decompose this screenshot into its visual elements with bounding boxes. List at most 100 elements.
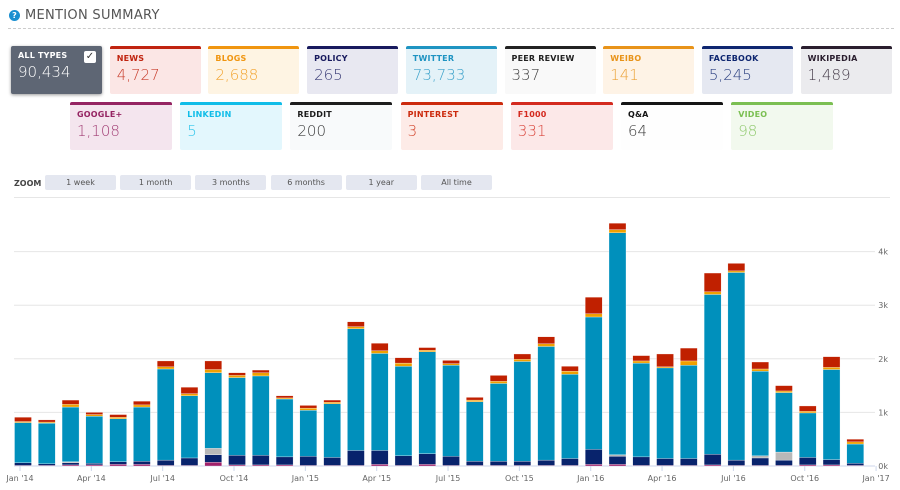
bar-segment-facebook (466, 461, 484, 466)
bar-segment-facebook (489, 461, 508, 466)
bar-segment-facebook (371, 450, 389, 465)
bar-segment-twitter (347, 328, 365, 451)
bar-segment-news (442, 360, 460, 364)
bar-segment-news (394, 357, 413, 364)
bar-segment-twitter (680, 365, 698, 459)
filter-card-wikipedia[interactable]: WIKIPEDIA 1,489 (800, 46, 892, 94)
bar-segment-blogs (180, 393, 199, 396)
card-label: WEIBO (610, 54, 642, 63)
bar-segment-googleplus (109, 464, 127, 467)
section-header: ? MENTION SUMMARY (9, 8, 160, 23)
checkbox-checked-icon[interactable]: ✓ (84, 51, 96, 63)
bar-segment-facebook (751, 457, 769, 466)
bar-segment-facebook (680, 458, 698, 466)
bar-segment-news (608, 223, 627, 230)
bar-segment-facebook (775, 459, 793, 466)
bar-segment-googleplus (371, 464, 389, 467)
y-tick-label: 0k (878, 462, 888, 471)
bar-segment-googleplus (252, 464, 270, 467)
filter-card-google-[interactable]: GOOGLE+ 1,108 (70, 102, 172, 150)
card-label: FACEBOOK (708, 54, 759, 63)
card-label: F1000 (517, 110, 547, 119)
bar-segment-news (38, 419, 56, 423)
question-circle-icon[interactable]: ? (9, 10, 20, 21)
bar-segment-blogs (537, 343, 555, 347)
bar-segment-news (513, 353, 532, 360)
bar-segment-news (109, 414, 127, 418)
bar-segment-blogs (299, 407, 318, 411)
bar-segment-news (656, 353, 674, 367)
filter-card-news[interactable]: NEWS 4,727 (109, 46, 201, 94)
card-label: REDDIT (297, 110, 332, 119)
card-count: 5,245 (708, 66, 752, 84)
bar-segment-googleplus (85, 464, 103, 467)
bar-segment-blogs (680, 360, 698, 366)
bar-segment-news (275, 395, 294, 399)
bar-segment-twitter (323, 403, 341, 458)
bar-segment-other (61, 461, 80, 463)
bar-segment-blogs (157, 366, 175, 370)
card-label: POLICY (314, 54, 348, 63)
bar-segment-facebook (180, 457, 199, 466)
filter-card-policy[interactable]: POLICY 265 (307, 46, 399, 94)
bar-segment-twitter (846, 443, 864, 464)
bar-segment-googleplus (61, 464, 80, 467)
bar-segment-news (180, 387, 199, 394)
card-count: 1,108 (77, 122, 120, 140)
bar-segment-blogs (727, 270, 746, 273)
x-tick-label: Jan '17 (861, 474, 889, 483)
y-tick-label: 3k (878, 301, 888, 310)
bar-segment-news (204, 360, 222, 370)
filter-card-twitter[interactable]: TWITTER 73,733 (405, 46, 497, 94)
filter-card-facebook[interactable]: FACEBOOK 5,245 (701, 46, 793, 94)
bar-segment-twitter (561, 374, 579, 459)
x-tick-label: Jul '15 (435, 474, 461, 483)
bar-segment-googleplus (799, 464, 817, 467)
card-label: NEWS (116, 54, 145, 63)
zoom-button-6-months[interactable]: 6 months (270, 175, 342, 190)
bar-segment-blogs (799, 411, 817, 414)
bar-segment-twitter (180, 395, 199, 459)
bar-segment-blogs (85, 414, 103, 417)
zoom-button-1-month[interactable]: 1 month (120, 175, 192, 190)
bar-segment-facebook (442, 456, 460, 466)
filter-card-blogs[interactable]: BLOGS 2,688 (208, 46, 300, 94)
filter-card-f1000[interactable]: F1000 331 (510, 102, 613, 150)
x-tick-label: Jan '15 (291, 474, 319, 483)
filter-card-weibo[interactable]: WEIBO 141 (603, 46, 695, 94)
filter-card-pinterest[interactable]: PINTEREST 3 (400, 102, 503, 150)
filter-card-reddit[interactable]: REDDIT 200 (290, 102, 393, 150)
bar-segment-twitter (133, 406, 151, 462)
bar-segment-googleplus (228, 464, 246, 467)
bar-segment-blogs (513, 359, 532, 362)
bar-segment-facebook (299, 456, 318, 466)
card-label: VIDEO (738, 110, 768, 119)
bar-segment-news (133, 400, 151, 406)
zoom-button-1-year[interactable]: 1 year (345, 175, 417, 190)
zoom-button-3-months[interactable]: 3 months (195, 175, 267, 190)
bar-segment-facebook (38, 463, 56, 466)
bar-segment-twitter (109, 418, 127, 462)
x-tick-label: Jan '16 (576, 474, 604, 483)
y-tick-label: 4k (878, 248, 888, 257)
bar-segment-twitter (252, 375, 270, 456)
bar-segment-news (585, 297, 603, 314)
bar-segment-news (846, 439, 864, 443)
bar-segment-twitter (466, 401, 484, 462)
card-count: 265 (314, 66, 343, 84)
filter-card-peer-review[interactable]: PEER REVIEW 337 (504, 46, 596, 94)
bar-segment-news (799, 405, 817, 412)
bar-segment-twitter (85, 416, 103, 464)
filter-card-video[interactable]: VIDEO 98 (731, 102, 834, 150)
filter-card-all-types[interactable]: ALL TYPES 90,434 ✓ (11, 46, 102, 94)
bar-segment-facebook (347, 450, 365, 466)
filter-card-linkedin[interactable]: LINKEDIN 5 (180, 102, 283, 150)
bar-segment-blogs (394, 362, 413, 367)
bar-segment-facebook (85, 463, 103, 466)
x-tick-label: Apr '16 (648, 474, 677, 483)
bar-segment-twitter (703, 294, 722, 455)
zoom-button-1-week[interactable]: 1 week (45, 175, 116, 190)
zoom-button-all-time[interactable]: All time (421, 175, 492, 190)
filter-card-q-a[interactable]: Q&A 64 (621, 102, 723, 150)
bar-segment-twitter (799, 412, 817, 458)
